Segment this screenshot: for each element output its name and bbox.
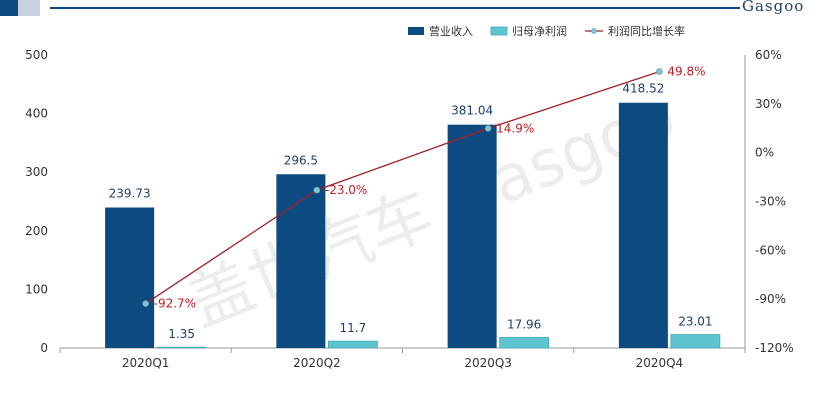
net-profit-bar	[499, 337, 550, 349]
net-profit-bar	[327, 340, 378, 349]
legend-marker	[591, 28, 597, 34]
brand-logo: Gasgoo	[742, 0, 818, 16]
y-tick-label: 100	[25, 282, 48, 296]
growth-rate-point	[484, 125, 492, 132]
watermark: 盖世汽车 Gasgoo	[178, 79, 685, 341]
growth-rate-label: 14.9%	[496, 121, 534, 135]
growth-rate-point	[656, 68, 663, 75]
legend-swatch	[408, 27, 424, 35]
x-tick-label: 2020Q4	[636, 356, 684, 370]
x-tick-label: 2020Q1	[122, 356, 170, 370]
y-tick-label: 0	[40, 341, 48, 355]
growth-rate-line	[145, 70, 660, 305]
revenue-value-label: 381.04	[451, 104, 493, 118]
revenue-value-label: 239.73	[109, 187, 151, 201]
header-accent-block	[0, 0, 18, 16]
y2-tick-label: -90%	[755, 292, 786, 306]
y2-tick-label: -60%	[755, 243, 786, 257]
net-profit-value-label: 17.96	[507, 317, 541, 331]
y2-tick-label: -30%	[755, 195, 786, 209]
y-tick-label: 400	[25, 107, 48, 121]
net-profit-value-label: 23.01	[678, 315, 712, 329]
y-tick-label: 300	[25, 165, 48, 179]
y2-tick-label: 30%	[755, 97, 782, 111]
net-profit-value-label: 11.7	[340, 321, 367, 335]
growth-rate-label: -23.0%	[325, 183, 367, 197]
header-band: Gasgoo	[0, 0, 820, 16]
revenue-bar	[618, 102, 668, 348]
y-tick-label: 500	[25, 48, 48, 62]
growth-rate-label: -92.7%	[154, 297, 196, 311]
legend-label: 利润同比增长率	[608, 24, 685, 38]
revenue-bar	[447, 124, 497, 348]
legend: 营业收入 归母净利润 利润同比增长率	[408, 24, 685, 38]
legend-swatch	[490, 26, 508, 36]
legend-label: 营业收入	[429, 24, 473, 38]
header-accent-block-light	[18, 0, 40, 16]
watermark-text: 盖世汽车 Gasgoo	[178, 79, 685, 341]
x-tick-label: 2020Q3	[464, 356, 512, 370]
data-labels: 239.73 296.5 381.04 418.52 1.35 11.7 17.96 23.0…	[109, 65, 713, 342]
y2-tick-label: 0%	[755, 146, 774, 160]
y-tick-label: 200	[25, 224, 48, 238]
brand-logo-text: Gasgoo	[742, 0, 805, 15]
revenue-value-label: 296.5	[284, 153, 318, 167]
header-rule	[50, 7, 740, 9]
growth-rate-point	[313, 186, 321, 194]
x-tick-label: 2020Q2	[293, 356, 341, 370]
y2-tick-label: 60%	[755, 48, 782, 62]
revenue-bar	[105, 207, 155, 348]
revenue-bar	[276, 174, 326, 348]
net-profit-bar	[156, 346, 207, 349]
growth-rate-label: 49.8%	[667, 65, 705, 79]
growth-rate-point	[142, 300, 149, 307]
net-profit-bar	[670, 334, 721, 349]
net-profit-value-label: 1.35	[168, 327, 195, 341]
y2-tick-label: -120%	[755, 341, 794, 355]
revenue-value-label: 418.52	[622, 82, 664, 96]
bars	[105, 102, 721, 349]
growth-line	[142, 68, 663, 307]
legend-label: 归母净利润	[512, 24, 567, 38]
